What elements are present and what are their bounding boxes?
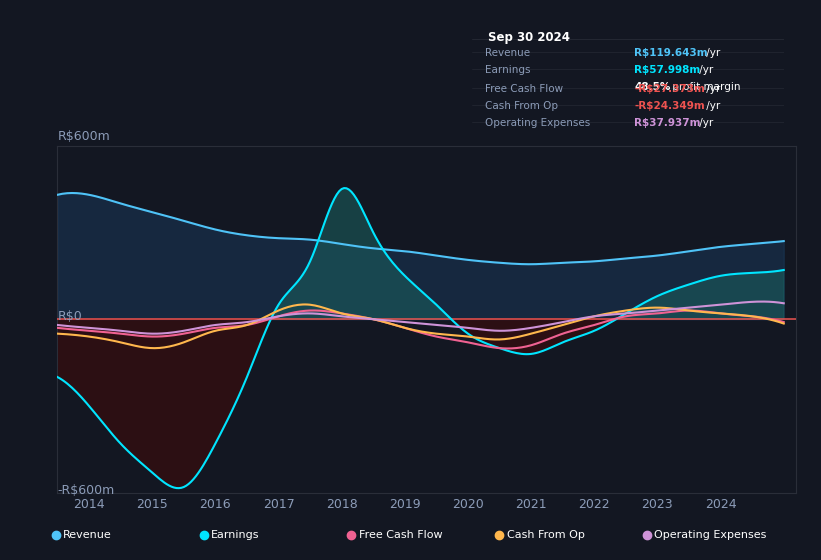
Text: R$37.937m: R$37.937m [635,118,701,128]
Text: -R$600m: -R$600m [57,484,115,497]
Text: profit margin: profit margin [668,82,740,92]
Text: R$57.998m: R$57.998m [635,65,700,75]
Text: /yr: /yr [703,84,720,94]
Text: /yr: /yr [696,65,713,75]
Text: Cash From Op: Cash From Op [484,101,557,111]
Text: Revenue: Revenue [63,530,112,540]
Text: /yr: /yr [703,48,720,58]
Text: R$119.643m: R$119.643m [635,48,708,58]
Text: Sep 30 2024: Sep 30 2024 [488,31,570,44]
Text: Free Cash Flow: Free Cash Flow [359,530,443,540]
Text: /yr: /yr [703,101,720,111]
Text: -R$24.349m: -R$24.349m [635,101,705,111]
Text: -R$27.373m: -R$27.373m [635,84,705,94]
Text: Cash From Op: Cash From Op [507,530,585,540]
Text: Operating Expenses: Operating Expenses [654,530,767,540]
Text: R$600m: R$600m [57,130,110,143]
Text: 48.5%: 48.5% [635,82,671,92]
Text: Operating Expenses: Operating Expenses [484,118,589,128]
Text: Earnings: Earnings [211,530,259,540]
Text: Free Cash Flow: Free Cash Flow [484,84,562,94]
Text: Revenue: Revenue [484,48,530,58]
Text: Earnings: Earnings [484,65,530,75]
Text: /yr: /yr [696,118,713,128]
Text: R$0: R$0 [57,310,82,323]
